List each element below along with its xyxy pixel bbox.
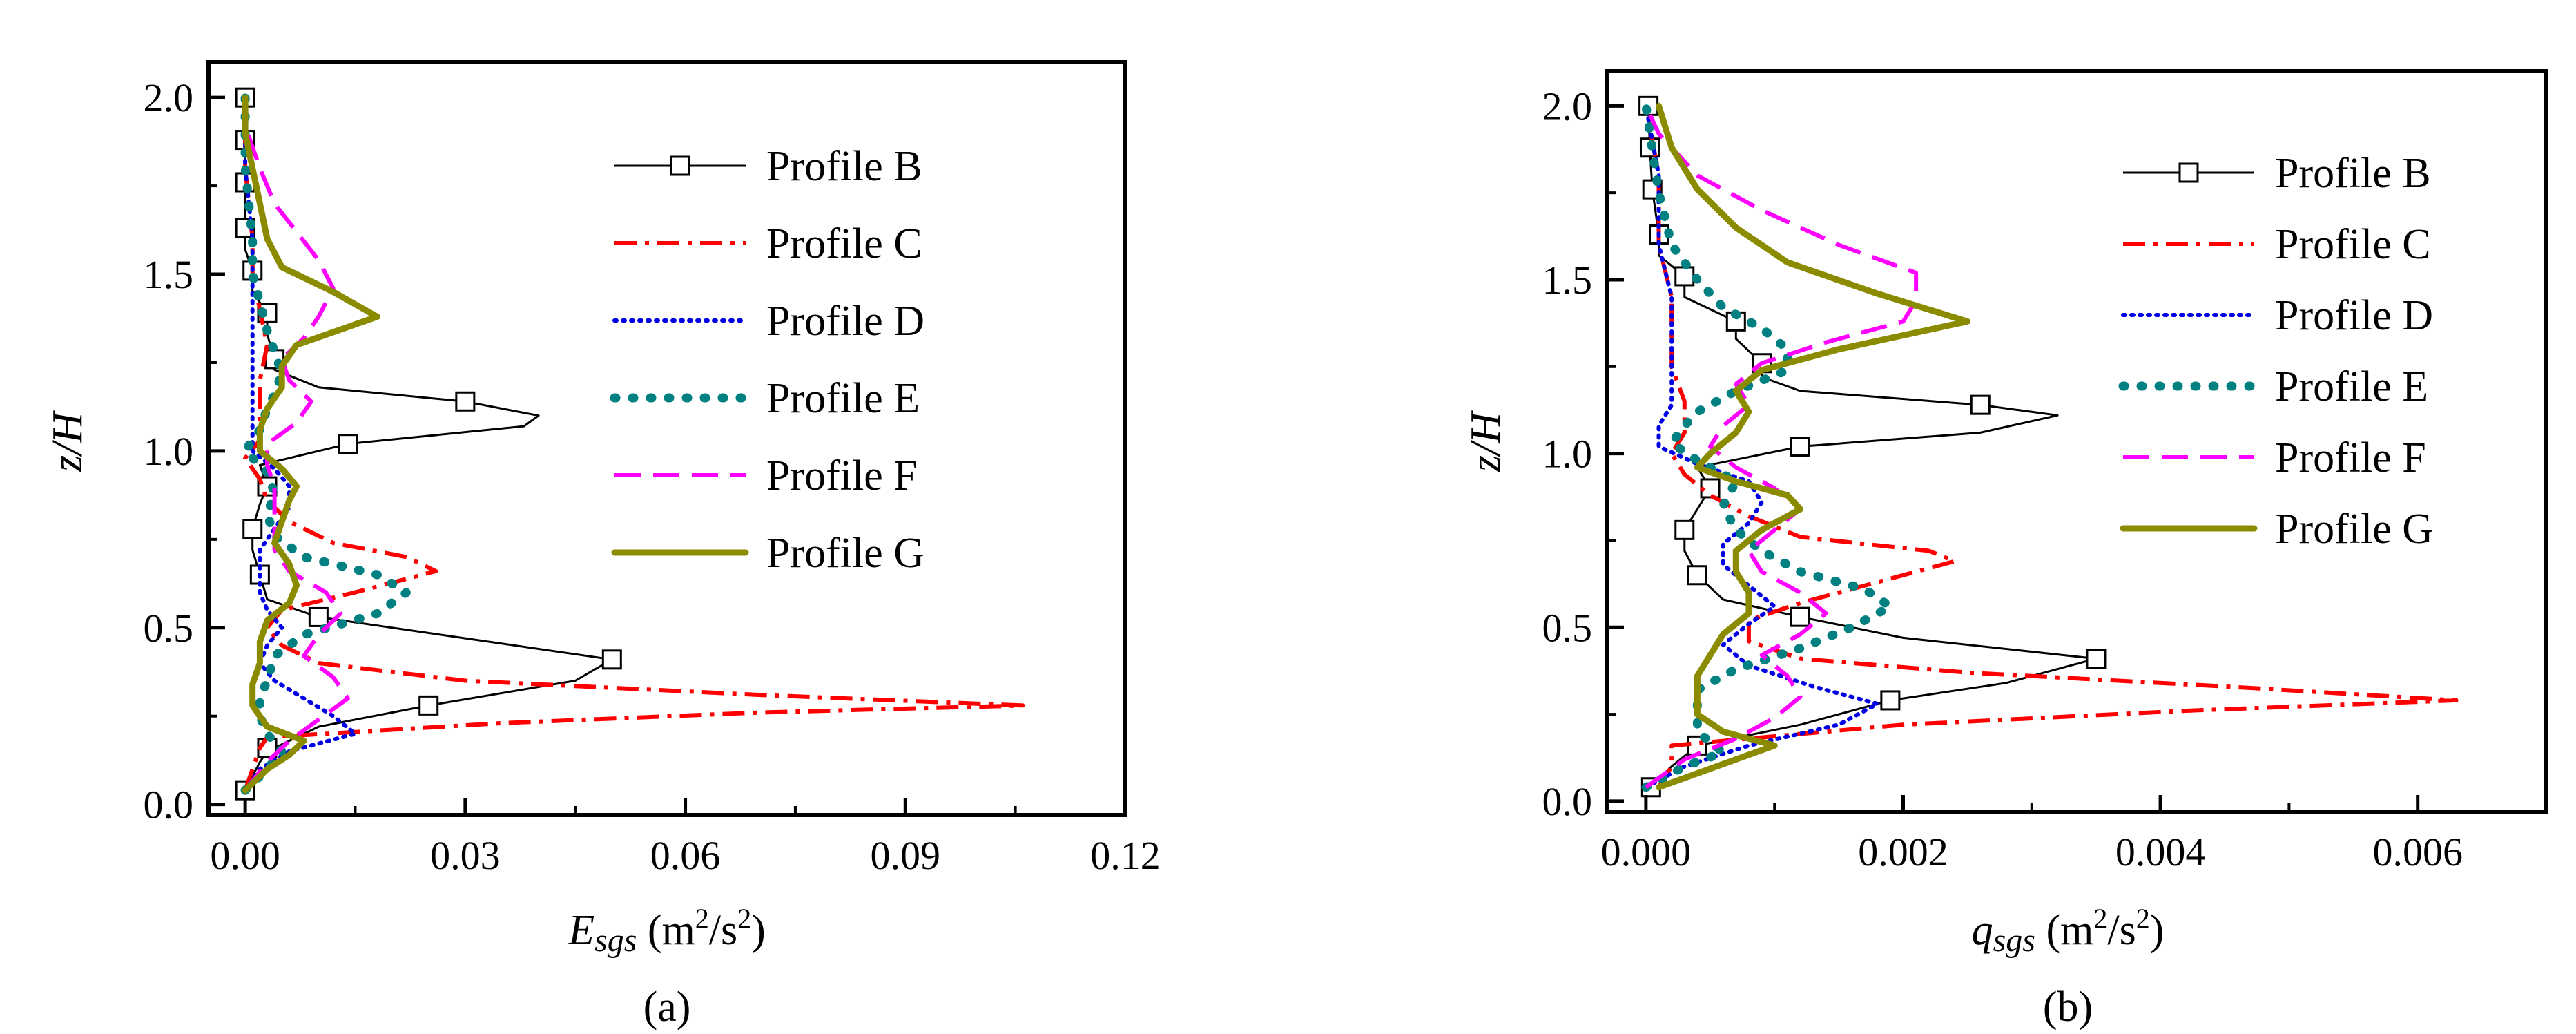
legend-label-profile-e: Profile E [766,375,920,422]
x-tick-label: 0.004 [2115,830,2206,874]
legend-label-profile-c: Profile C [2275,221,2431,268]
y-tick-label: 2.0 [144,75,194,120]
series-marker-profile-b [1880,690,1901,711]
x-axis-title-unit-exp2: 2 [737,903,751,934]
series-marker-profile-b [1674,519,1695,540]
series-layer-b [1638,95,2459,798]
y-axis-title-a: z/H [44,410,91,472]
series-line-profile-f [1644,105,1919,789]
y-tick-label: 0.5 [1542,605,1593,650]
y-tick-label: 0.5 [144,606,194,651]
series-marker-profile-b [242,518,263,539]
legend-marker-profile-b [670,155,690,176]
series-marker-profile-b [1790,606,1810,627]
x-axis-title-unit-close: ) [751,907,766,954]
series-line-profile-e [240,93,411,795]
y-axis-title-rest: /H [1462,410,1509,457]
series-line-profile-e [1641,101,1895,792]
plot-frame-a [206,60,1127,817]
series-marker-profile-b [601,649,622,670]
x-tick-label: 0.00 [210,833,280,878]
legend-label-profile-d: Profile D [2275,292,2433,339]
x-tick-label: 0.000 [1601,830,1692,874]
x-axis-title-unit-mid: /s [2107,907,2136,954]
x-tick-label: 0.09 [871,833,941,878]
x-axis-title-sub: sgs [1993,922,2035,959]
legend-label-profile-g: Profile G [766,530,924,577]
x-axis-title-unit-close: ) [2150,907,2165,954]
legend-label-profile-b: Profile B [766,143,922,190]
ticks-layer-b: 0.000 0.002 0.004 0.006 0.0 0.5 1.0 1.5 2.0 [1542,84,2463,874]
legend-label-profile-f: Profile F [766,452,918,499]
x-axis-title-unit-open: (m [2035,907,2093,954]
plot-frame-b [1605,69,2548,814]
legend-label-profile-b: Profile B [2275,150,2431,197]
series-marker-profile-b [2086,649,2107,669]
x-axis-title-sub: sgs [594,922,637,959]
legend-label-profile-d: Profile D [766,298,924,345]
x-axis-title-unit-exp: 2 [2093,903,2107,934]
x-axis-title-unit-exp: 2 [695,903,709,934]
legend-b: Profile B Profile C Profile D Profile E Prof… [2118,150,2433,553]
series-marker-profile-b [1687,565,1707,586]
x-axis-title-unit-mid: /s [709,907,737,954]
y-axis-title-italic: z [44,455,91,472]
x-axis-title-a: Esgs (m2/s2) [568,903,766,959]
series-line-profile-f [243,97,350,792]
series-marker-profile-b [308,606,329,627]
series-marker-profile-b [418,695,439,716]
y-tick-label: 1.5 [1542,258,1593,303]
x-tick-label: 0.03 [430,833,501,878]
series-marker-profile-b [455,391,476,412]
x-axis-title-b: qsgs (m2/s2) [1972,903,2165,959]
legend-label-profile-g: Profile G [2275,506,2433,553]
x-axis-title-unit-open: (m [637,907,695,954]
series-line-profile-g [1656,102,1971,791]
legend-marker-profile-b [2178,162,2199,183]
y-tick-label: 1.5 [144,252,194,297]
y-axis-title-italic: z [1462,455,1509,472]
series-marker-profile-b [1790,437,1810,457]
y-tick-label: 1.0 [144,429,194,474]
x-tick-label: 0.12 [1090,833,1161,878]
y-axis-title-b: z/H [1462,410,1509,472]
x-axis-title-main: q [1972,907,1993,954]
panel-caption-a: (a) [643,984,691,1031]
legend-label-profile-f: Profile F [2275,434,2426,481]
series-layer-a [235,87,1025,801]
panel-b: 0.000 0.002 0.004 0.006 0.0 0.5 1.0 1.5 2.0 Prof… [1462,69,2548,1031]
panel-caption-b: (b) [2043,984,2093,1031]
x-tick-label: 0.006 [2372,830,2463,874]
y-tick-label: 2.0 [1542,84,1593,128]
x-tick-label: 0.06 [650,833,721,878]
series-line-profile-d [243,95,358,793]
legend-a: Profile B Profile C Profile D Profile E Prof… [610,143,924,577]
x-axis-title-unit-exp2: 2 [2136,903,2150,934]
ticks-layer-a: 0.00 0.03 0.06 0.09 0.12 0.0 0.5 1.0 1.5 2.0 [144,75,1161,878]
y-tick-label: 0.0 [1542,779,1593,824]
x-tick-label: 0.002 [1858,830,1948,874]
x-axis-title-main: E [568,907,594,954]
series-marker-profile-b [338,434,358,454]
series-marker-profile-b [1674,266,1695,287]
y-tick-label: 0.0 [144,783,194,827]
series-line-profile-g [242,94,380,794]
series-marker-profile-b [1970,394,1991,415]
panel-a: 0.00 0.03 0.06 0.09 0.12 0.0 0.5 1.0 1.5 2.0 Prof… [44,60,1161,1031]
legend-label-profile-e: Profile E [2275,363,2428,410]
legend-label-profile-c: Profile C [766,220,922,267]
y-tick-label: 1.0 [1542,432,1593,477]
y-axis-title-rest: /H [44,410,91,457]
